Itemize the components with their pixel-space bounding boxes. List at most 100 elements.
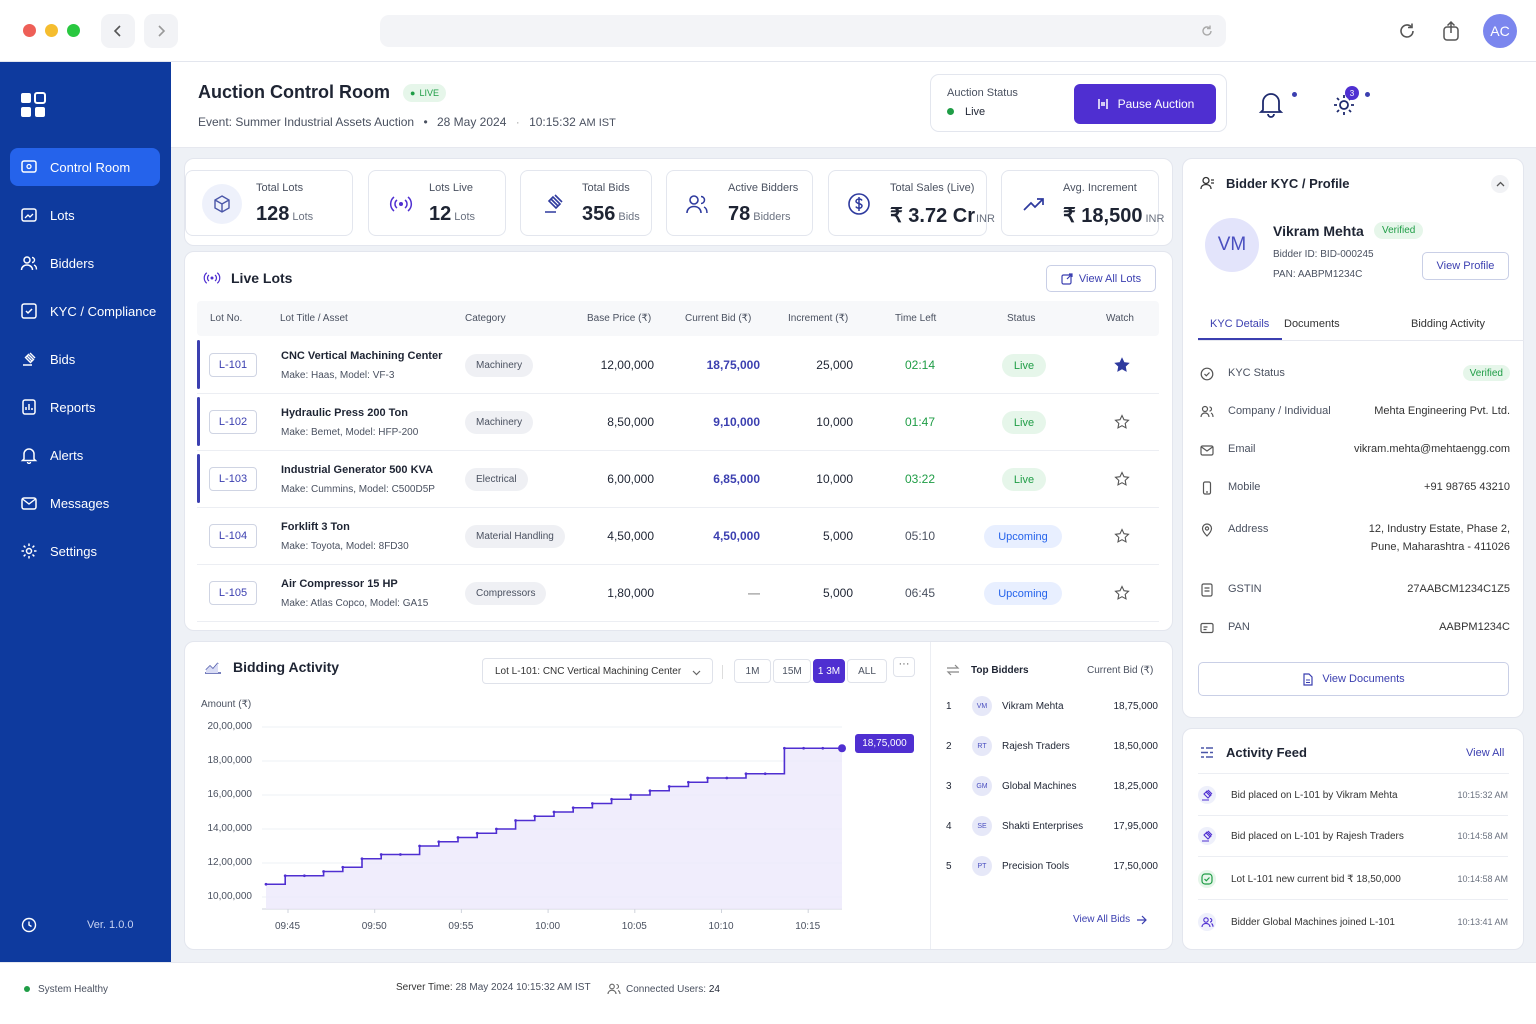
stat-active-bidders: Active Bidders 78 Bidders — [666, 170, 813, 236]
more-options-button[interactable]: ··· — [893, 657, 915, 677]
chevron-down-icon — [692, 670, 701, 676]
address-bar[interactable] — [380, 15, 1226, 47]
bidder-bid: 17,95,000 — [1113, 821, 1159, 832]
sidebar-item-label: Control Room — [50, 159, 131, 175]
reload-small-icon[interactable] — [1200, 24, 1214, 38]
sidebar-item-control-room[interactable]: Control Room — [10, 148, 160, 186]
star-icon[interactable] — [1114, 414, 1130, 430]
activity-item[interactable]: Bid placed on L-101 by Vikram Mehta 10:15… — [1198, 774, 1508, 816]
settings-button[interactable]: 3 — [1331, 86, 1370, 121]
sidebar-item-lots[interactable]: Lots — [10, 196, 160, 234]
bidder-row[interactable]: 2 RT Rajesh Traders 18,50,000 — [946, 727, 1158, 767]
base-price: 8,50,000 — [607, 415, 654, 429]
data-point — [533, 814, 537, 818]
star-filled-icon[interactable] — [1114, 357, 1130, 373]
forward-button[interactable] — [144, 14, 178, 48]
y-tick-label: 10,00,000 — [207, 891, 253, 902]
star-icon[interactable] — [1114, 471, 1130, 487]
bidder-row[interactable]: 3 GM Global Machines 18,25,000 — [946, 767, 1158, 807]
sidebar-item-settings[interactable]: Settings — [10, 532, 160, 570]
stat-avg-increment: Avg. Increment ₹ 18,500 INR — [1001, 170, 1164, 236]
range-1m-button[interactable]: 1M — [734, 659, 771, 683]
data-point — [437, 840, 441, 844]
server-time: Server Time: 28 May 2024 10:15:32 AM IST — [396, 982, 591, 993]
stat-unit: Lots — [292, 211, 314, 223]
lot-number[interactable]: L-104 — [209, 524, 257, 548]
pause-icon — [1097, 99, 1108, 109]
x-tick-label: 10:15 — [795, 921, 821, 932]
notifications-button[interactable] — [1258, 90, 1297, 121]
view-documents-button[interactable]: View Documents — [1198, 662, 1509, 696]
activity-view-all-link[interactable]: View All — [1466, 747, 1505, 759]
event-name: Event: Summer Industrial Assets Auction — [198, 115, 415, 129]
range-15m-button[interactable]: 15M — [773, 659, 811, 683]
activity-item[interactable]: Bidder Global Machines joined L-101 10:13… — [1198, 901, 1508, 941]
tab-bidding-activity[interactable]: Bidding Activity — [1411, 318, 1485, 330]
tab-documents[interactable]: Documents — [1284, 318, 1340, 330]
reload-icon[interactable] — [1397, 21, 1417, 41]
time-left: 01:47 — [904, 415, 935, 429]
stat-unit: Lots — [454, 211, 476, 223]
sidebar-item-reports[interactable]: Reports — [10, 388, 160, 426]
lot-select-dropdown[interactable]: Lot L-101: CNC Vertical Machining Center — [482, 658, 713, 684]
activity-item[interactable]: Bid placed on L-101 by Rajesh Traders 10:… — [1198, 815, 1508, 857]
tab-kyc-details[interactable]: KYC Details — [1210, 318, 1270, 330]
kyc-field-value: +91 98765 43210 — [1424, 481, 1510, 493]
view-documents-label: View Documents — [1322, 673, 1405, 685]
view-all-bids-link[interactable]: View All Bids — [1073, 914, 1147, 925]
lot-subtitle: Make: Toyota, Model: 8FD30 — [281, 541, 409, 552]
star-icon[interactable] — [1114, 528, 1130, 544]
lot-number[interactable]: L-103 — [209, 467, 257, 491]
bidder-row[interactable]: 4 SE Shakti Enterprises 17,95,000 — [946, 807, 1158, 847]
table-row[interactable]: L-105 Air Compressor 15 HP Make: Atlas Cop… — [197, 565, 1159, 622]
pause-auction-button[interactable]: Pause Auction — [1074, 84, 1216, 124]
bidder-row[interactable]: 1 VM Vikram Mehta 18,75,000 — [946, 687, 1158, 727]
bidder-bid: 18,50,000 — [1113, 741, 1159, 752]
bidder-avatar: VM — [972, 696, 992, 716]
range-all-button[interactable]: ALL — [847, 659, 887, 683]
sidebar-item-bids[interactable]: Bids — [10, 340, 160, 378]
last-point-marker[interactable] — [838, 744, 846, 753]
star-icon[interactable] — [1114, 585, 1130, 601]
minimize-window-dot[interactable] — [45, 24, 58, 37]
sidebar-item-messages[interactable]: Messages — [10, 484, 160, 522]
current-bid: 6,85,000 — [713, 472, 760, 486]
data-point — [744, 772, 748, 776]
column-header: Status — [1007, 313, 1036, 324]
sidebar-item-kyc[interactable]: KYC / Compliance — [10, 292, 160, 330]
close-window-dot[interactable] — [23, 24, 36, 37]
activity-time: 10:14:58 AM — [1457, 874, 1508, 884]
stat-unit: INR — [1145, 213, 1165, 225]
user-avatar[interactable]: AC — [1483, 14, 1517, 48]
table-row[interactable]: L-104 Forklift 3 Ton Make: Toyota, Model: … — [197, 508, 1159, 565]
table-row[interactable]: L-103 Industrial Generator 500 KVA Make: C… — [197, 451, 1159, 508]
current-bid: — — [748, 586, 760, 600]
users-icon — [1200, 405, 1214, 418]
table-row[interactable]: L-101 CNC Vertical Machining Center Make: … — [197, 337, 1159, 394]
sidebar-item-label: Alerts — [50, 447, 84, 463]
live-row-indicator — [197, 397, 200, 446]
view-profile-button[interactable]: View Profile — [1422, 252, 1509, 280]
active-tab-indicator — [1198, 338, 1282, 340]
lot-number[interactable]: L-101 — [209, 353, 257, 377]
table-row[interactable]: L-102 Hydraulic Press 200 Ton Make: Bemet,… — [197, 394, 1159, 451]
share-icon[interactable] — [1441, 20, 1461, 42]
swap-icon — [946, 664, 960, 676]
increment: 5,000 — [822, 529, 853, 543]
chart-y-axis-title: Amount (₹) — [201, 699, 252, 710]
range-13m-button[interactable]: 1 3M — [813, 659, 845, 683]
collapse-button[interactable] — [1491, 175, 1509, 193]
lot-number[interactable]: L-105 — [209, 581, 257, 605]
bidder-avatar: SE — [972, 816, 992, 836]
bidder-row[interactable]: 5 PT Precision Tools 17,50,000 — [946, 847, 1158, 887]
lot-number[interactable]: L-102 — [209, 410, 257, 434]
image-box-icon — [21, 208, 37, 222]
maximize-window-dot[interactable] — [67, 24, 80, 37]
activity-item[interactable]: Lot L-101 new current bid ₹ 18,50,000 10:… — [1198, 858, 1508, 900]
view-all-lots-button[interactable]: View All Lots — [1046, 265, 1156, 292]
sidebar-item-bidders[interactable]: Bidders — [10, 244, 160, 282]
bidder-avatar: PT — [972, 856, 992, 876]
back-button[interactable] — [101, 14, 135, 48]
y-tick-label: 12,00,000 — [207, 857, 253, 868]
sidebar-item-alerts[interactable]: Alerts — [10, 436, 160, 474]
